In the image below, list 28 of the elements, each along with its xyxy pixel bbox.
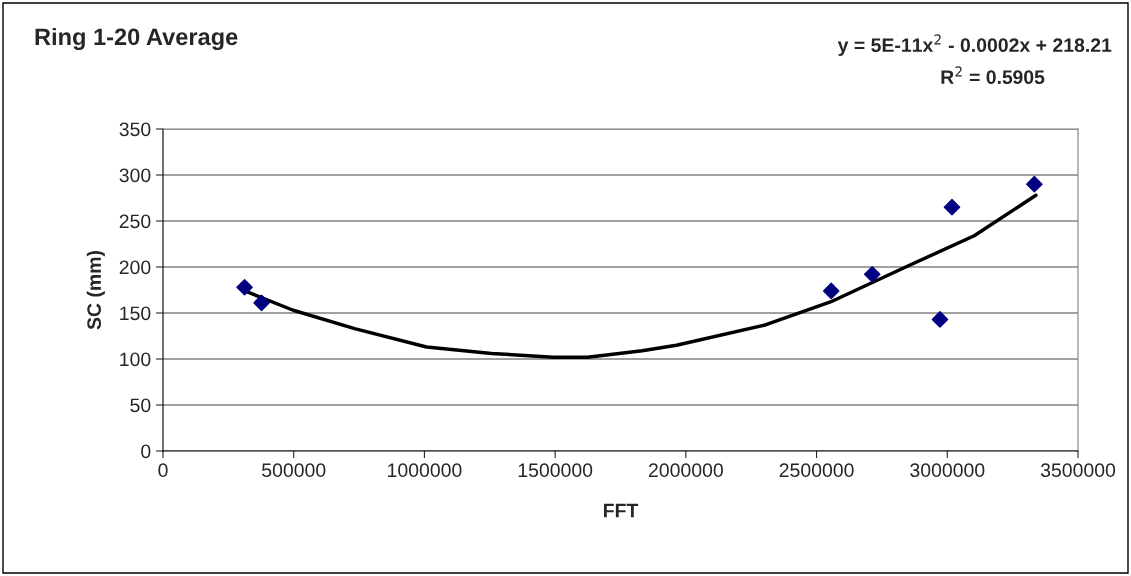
x-tick-label: 1000000	[388, 463, 462, 478]
point	[253, 294, 270, 312]
x-tick-label: 2500000	[779, 463, 854, 478]
y-tick-label: 250	[119, 214, 151, 229]
y-tick-label: 350	[119, 122, 151, 137]
y-tick-label: 50	[130, 398, 151, 413]
x-tick-label: 2000000	[648, 463, 723, 478]
x-tick-label: 3000000	[910, 463, 985, 478]
x-tick-label: 1500000	[518, 463, 593, 478]
y-tick-label: 200	[119, 260, 151, 275]
point	[1026, 175, 1043, 193]
y-axis-title: SC (mm)	[86, 251, 105, 330]
y-tick-label: 300	[119, 168, 151, 183]
point	[931, 311, 949, 328]
y-tick-label: 100	[120, 352, 151, 367]
x-tick-label: 500000	[262, 463, 326, 478]
x-tick-label: 0	[158, 463, 168, 478]
point	[863, 266, 881, 283]
y-tick-label: 150	[120, 306, 151, 321]
point	[822, 282, 840, 300]
point	[943, 198, 961, 216]
y-tick-label: 0	[141, 444, 151, 459]
x-axis-title: FFT	[603, 503, 639, 518]
chart-title: Ring 1-20 Average	[35, 27, 238, 50]
text: R$^{2}$ = 0.5905	[941, 66, 1045, 85]
point	[236, 278, 253, 296]
x-tick-label: 3500000	[1040, 463, 1116, 478]
text: y = 5E-11x$^{2}$ - 0.0002x + 218.21	[837, 34, 1112, 56]
